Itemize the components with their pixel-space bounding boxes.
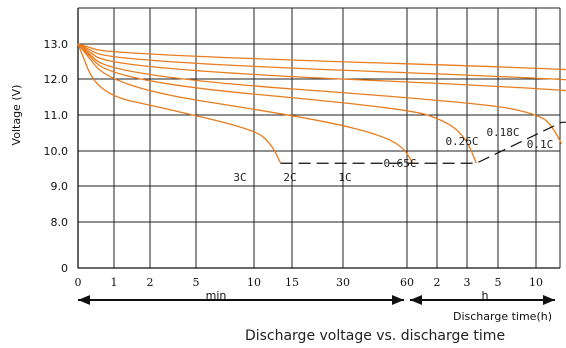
x-tick-label: 10 [247, 276, 261, 289]
x-tick-label: 60 [400, 276, 414, 289]
y-axis-label: Voltage (V) [10, 85, 23, 146]
cutoff-dashed-line [280, 121, 566, 164]
x-tick-label: 5 [495, 276, 502, 289]
chart-ticks: 0 8.0 9.0 10.0 11.0 12.0 13.0 0 1 2 5 10 15 30 60 2 3 5 10 [44, 38, 544, 289]
series-label: 2C [283, 171, 296, 184]
x-tick-label: 3 [464, 276, 471, 289]
series-line [77, 43, 566, 92]
arrow-head [392, 295, 404, 305]
series-line [77, 43, 282, 164]
x-tick-label: 2 [434, 276, 441, 289]
time-range-arrows [78, 295, 555, 305]
x-tick-label: 10 [529, 276, 543, 289]
series-label: 0.26C [445, 135, 478, 148]
x-tick-label: 30 [336, 276, 350, 289]
chart-title: Discharge voltage vs. discharge time [245, 328, 505, 344]
y-tick-label: 8.0 [51, 216, 69, 229]
series-line [77, 43, 477, 164]
y-tick-label: 11.0 [44, 109, 69, 122]
arrow-head [78, 295, 90, 305]
y-tick-label: 12.0 [44, 73, 69, 86]
series-label: 1C [338, 171, 351, 184]
series-label: 0.18C [486, 126, 519, 139]
x-tick-label: 0 [75, 276, 82, 289]
chart-grid [78, 7, 561, 268]
x-tick-label: 1 [111, 276, 118, 289]
y-tick-label: 10.0 [44, 145, 69, 158]
x-axis-label: Discharge time(h) [453, 310, 552, 323]
series-labels: 3C 2C 1C 0.65C 0.26C 0.18C 0.1C [233, 126, 553, 184]
series-line [77, 43, 563, 144]
series-label: 3C [233, 171, 246, 184]
x-tick-label: 2 [147, 276, 154, 289]
x-tick-label: 5 [193, 276, 200, 289]
chart-series [77, 43, 566, 164]
arrow-head [410, 295, 422, 305]
series-label: 0.65C [383, 157, 416, 170]
y-tick-label: 0 [61, 262, 68, 275]
series-line [77, 43, 566, 81]
series-line [77, 43, 566, 71]
series-line [77, 43, 414, 164]
x-unit-min: min [206, 289, 227, 302]
y-tick-label: 9.0 [51, 180, 69, 193]
chart-axes [77, 8, 560, 269]
y-tick-label: 13.0 [44, 38, 69, 51]
cutoff-line [280, 121, 566, 164]
arrow-head [543, 295, 555, 305]
x-tick-label: 15 [285, 276, 299, 289]
x-unit-h: h [482, 289, 489, 302]
series-label: 0.1C [527, 138, 554, 151]
